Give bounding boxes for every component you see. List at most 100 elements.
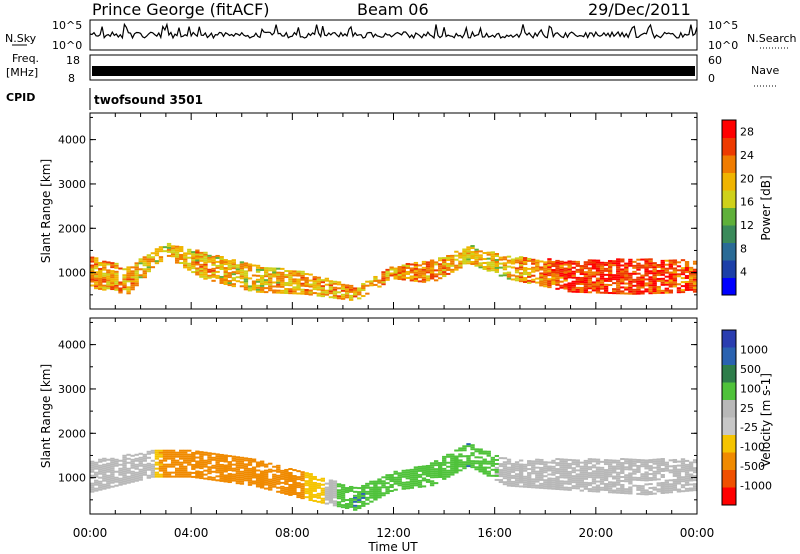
heatmap-cell (405, 487, 410, 490)
heatmap-cell (494, 472, 500, 475)
heatmap-cell (616, 270, 621, 273)
heatmap-cell (438, 475, 443, 478)
heatmap-cell (539, 474, 544, 477)
heatmap-cell (361, 283, 366, 286)
heatmap-cell (397, 472, 402, 475)
heatmap-cell (385, 272, 390, 275)
heatmap-cell (599, 482, 605, 485)
heatmap-cell (684, 269, 690, 271)
heatmap-cell (591, 480, 597, 483)
heatmap-cell (482, 466, 487, 469)
heatmap-cell (215, 479, 220, 482)
heatmap-cell (656, 289, 661, 292)
heatmap-cell (676, 269, 682, 272)
heatmap-cell (567, 472, 572, 475)
heatmap-cell (195, 259, 200, 262)
heatmap-cell (672, 482, 678, 485)
heatmap-cell (510, 266, 516, 269)
heatmap-cell (324, 293, 330, 296)
heatmap-cell (640, 493, 645, 496)
heatmap-cell (272, 267, 277, 270)
heatmap-cell (259, 284, 265, 287)
heatmap-cell (442, 257, 447, 260)
heatmap-cell (551, 459, 556, 462)
heatmap-cell (276, 490, 281, 493)
heatmap-cell (227, 481, 232, 484)
heatmap-cell (559, 262, 564, 265)
heatmap-cell (134, 266, 139, 269)
heatmap-cell (684, 286, 690, 289)
heatmap-cell (146, 266, 151, 269)
heatmap-cell (652, 276, 657, 279)
heatmap-cell (676, 472, 682, 475)
heatmap-cell (150, 471, 156, 474)
heatmap-cell (559, 274, 564, 277)
heatmap-cell (324, 488, 330, 491)
heatmap-cell (616, 491, 621, 494)
heatmap-cell (247, 473, 253, 476)
heatmap-cell (688, 266, 694, 269)
heatmap-cell (575, 483, 580, 486)
heatmap-cell (620, 264, 625, 267)
heatmap-cell (268, 480, 273, 483)
heatmap-cell (106, 468, 111, 471)
heatmap-cell (102, 268, 107, 271)
heatmap-cell (292, 487, 297, 490)
heatmap-cell (223, 273, 228, 276)
heatmap-cell (644, 288, 649, 291)
heatmap-cell (397, 480, 402, 483)
heatmap-cell (308, 473, 313, 476)
heatmap-cell (470, 452, 475, 455)
heatmap-cell (340, 295, 346, 298)
heatmap-cell (425, 267, 431, 270)
heatmap-cell (255, 469, 261, 472)
heatmap-cell (199, 255, 204, 258)
heatmap-cell (474, 450, 479, 453)
heatmap-cell (652, 476, 657, 479)
heatmap-cell (442, 271, 447, 274)
heatmap-cell (652, 272, 657, 275)
heatmap-cell (320, 285, 326, 288)
heatmap-cell (304, 484, 309, 487)
heatmap-cell (102, 475, 107, 478)
heatmap-cell (551, 278, 556, 281)
heatmap-cell (688, 473, 694, 476)
heatmap-cell (559, 458, 564, 461)
heatmap-cell (219, 263, 224, 266)
heatmap-cell (223, 458, 228, 461)
heatmap-cell (624, 458, 629, 461)
heatmap-cell (628, 284, 633, 287)
heatmap-cell (130, 470, 135, 473)
heatmap-cell (340, 490, 346, 493)
heatmap-cell (328, 479, 334, 482)
heatmap-cell (506, 462, 512, 465)
heatmap-cell (531, 478, 536, 481)
heatmap-cell (215, 467, 220, 470)
heatmap-cell (599, 470, 605, 473)
heatmap-cell (583, 475, 589, 478)
heatmap-cell (421, 477, 427, 480)
heatmap-cell (174, 473, 180, 476)
heatmap-cell (308, 497, 313, 500)
heatmap-cell (195, 474, 200, 477)
heatmap-cell (357, 491, 362, 494)
heatmap-cell (397, 276, 402, 279)
heatmap-cell (616, 258, 621, 261)
heatmap-cell (607, 291, 613, 294)
heatmap-cell (684, 267, 690, 270)
heatmap-cell (94, 287, 99, 290)
heatmap-cell (174, 469, 180, 472)
heatmap-cell (555, 462, 560, 465)
heatmap-cell (518, 485, 524, 488)
heatmap-cell (624, 460, 629, 463)
heatmap-cell (624, 278, 629, 281)
heatmap-cell (235, 480, 241, 483)
heatmap-cell (450, 463, 455, 466)
heatmap-cell (506, 261, 512, 264)
heatmap-cell (539, 460, 544, 463)
heatmap-cell (684, 282, 690, 285)
heatmap-cell (373, 275, 378, 278)
heatmap-cell (292, 469, 297, 472)
heatmap-cell (438, 269, 443, 272)
heatmap-cell (672, 478, 678, 481)
